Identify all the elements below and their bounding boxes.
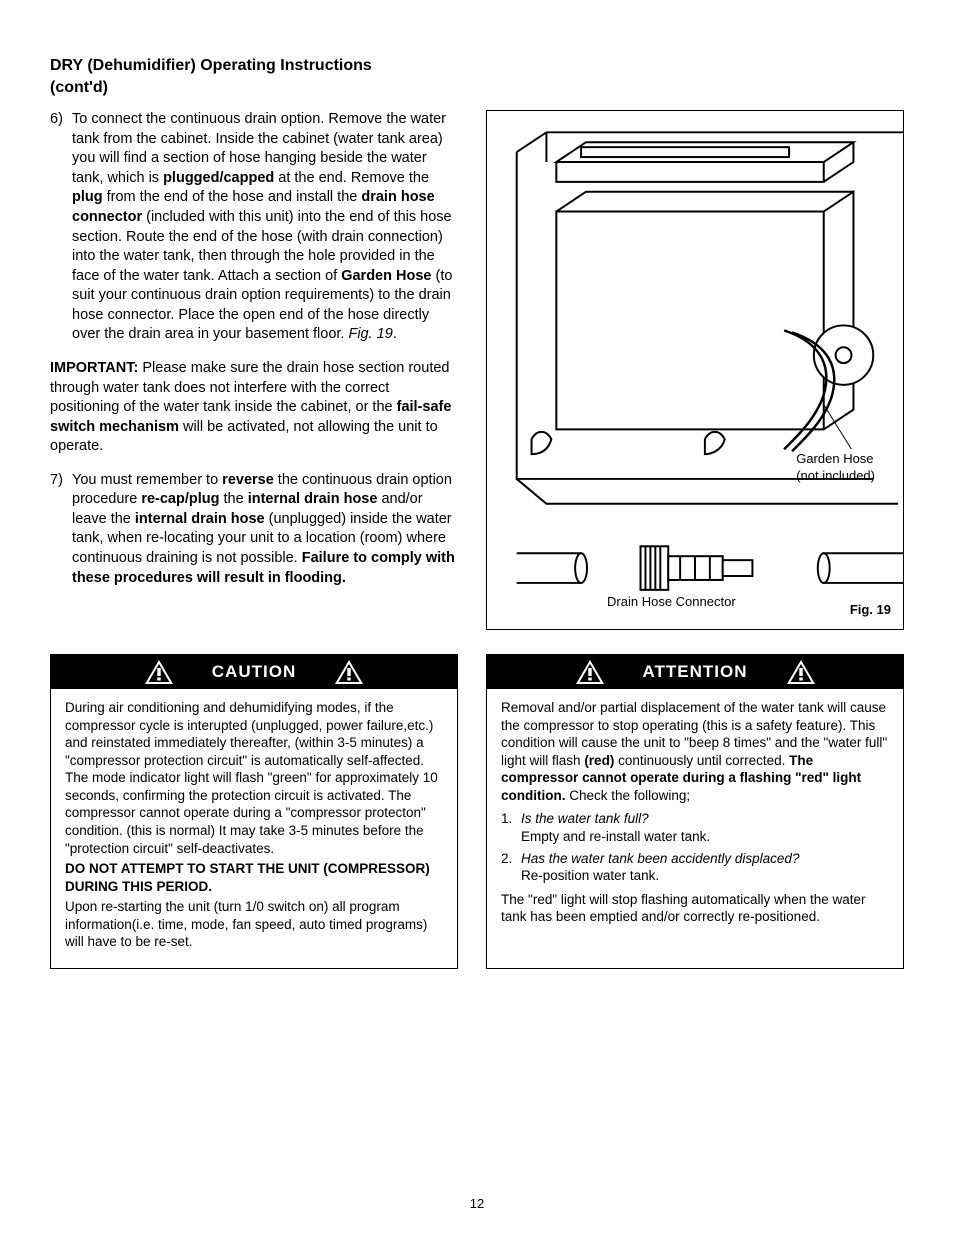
left-column: 6) To connect the continuous drain optio… [50,110,458,630]
step-number: 7) [50,471,72,588]
title-line-2: (cont'd) [50,79,108,96]
caution-p1: During air conditioning and dehumidifyin… [65,699,443,857]
title-line-1: DRY (Dehumidifier) Operating Instruction… [50,57,372,74]
caution-bold: DO NOT ATTEMPT TO START THE UNIT (COMPRE… [65,860,443,895]
caution-p2: Upon re-starting the unit (turn 1/0 swit… [65,898,443,951]
right-column: Garden Hose (not included) Drain Hose Co… [486,110,904,630]
warning-icon [786,659,816,685]
attention-p2: The "red" light will stop flashing autom… [501,891,889,926]
caution-body: During air conditioning and dehumidifyin… [51,689,457,968]
label-drain-connector: Drain Hose Connector [607,594,736,609]
page-title: DRY (Dehumidifier) Operating Instruction… [50,55,904,98]
attention-li1: 1. Is the water tank full? Empty and re-… [501,810,889,845]
attention-body: Removal and/or partial displacement of t… [487,689,903,943]
warning-icon [575,659,605,685]
step-number: 6) [50,110,72,345]
page-number: 12 [470,1196,484,1211]
label-garden-hose: Garden Hose (not included) [796,451,875,485]
step-body: To connect the continuous drain option. … [72,110,458,345]
attention-box: ATTENTION Removal and/or partial displac… [486,654,904,969]
attention-heading: ATTENTION [643,661,748,683]
attention-li2: 2. Has the water tank been accidently di… [501,850,889,885]
step-6: 6) To connect the continuous drain optio… [50,110,458,345]
step-7: 7) You must remember to reverse the cont… [50,471,458,588]
caution-heading: CAUTION [212,661,296,683]
warning-icon [334,659,364,685]
important-note: IMPORTANT: Please make sure the drain ho… [50,359,458,457]
caution-box: CAUTION During air conditioning and dehu… [50,654,458,969]
step-body: You must remember to reverse the continu… [72,471,458,588]
attention-header: ATTENTION [487,655,903,689]
warning-icon [144,659,174,685]
figure-number: Fig. 19 [850,602,891,617]
figure-svg [487,111,903,629]
figure-19: Garden Hose (not included) Drain Hose Co… [486,110,904,630]
attention-p1: Removal and/or partial displacement of t… [501,699,889,804]
caution-header: CAUTION [51,655,457,689]
